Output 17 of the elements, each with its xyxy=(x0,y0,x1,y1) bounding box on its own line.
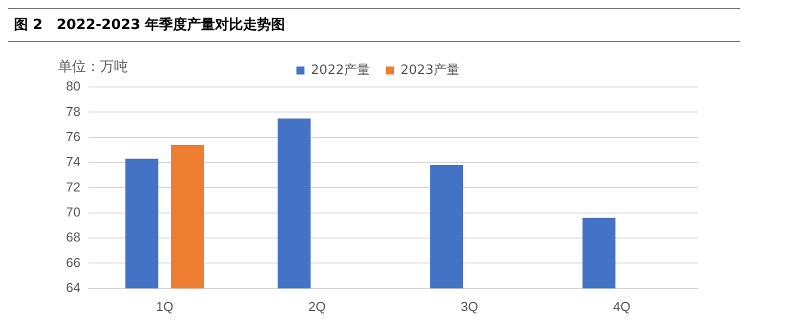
chart-title: 图 2 2022-2023 年季度产量对比走势图 xyxy=(8,8,740,42)
y-axis-title: 单位：万吨 xyxy=(58,59,128,76)
x-tick-label: 2Q xyxy=(308,298,326,314)
y-tick-label: 64 xyxy=(66,280,80,295)
y-tick-label: 74 xyxy=(66,154,80,170)
y-tick-label: 68 xyxy=(66,230,80,245)
x-tick-label: 4Q xyxy=(613,298,630,314)
legend-label: 2022产量 xyxy=(310,62,370,78)
y-tick-label: 72 xyxy=(66,179,80,194)
y-tick-label: 66 xyxy=(66,254,80,270)
y-tick-label: 70 xyxy=(66,204,80,220)
legend-label: 2023产量 xyxy=(400,62,460,78)
y-tick-label: 80 xyxy=(66,78,80,94)
x-tick-label: 3Q xyxy=(460,298,478,314)
y-tick-label: 78 xyxy=(66,104,80,119)
y-tick-label: 76 xyxy=(66,128,80,144)
x-tick-label: 1Q xyxy=(156,298,174,314)
